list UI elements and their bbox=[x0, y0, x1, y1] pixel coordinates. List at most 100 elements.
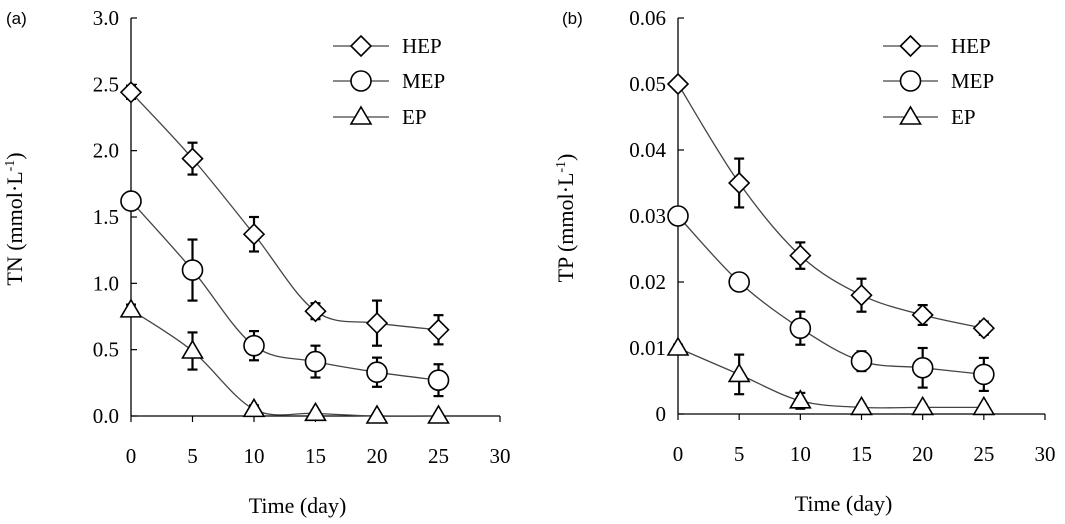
y-tick-label: 1.5 bbox=[93, 205, 119, 229]
x-tick-label: 5 bbox=[187, 444, 198, 468]
data-point-ep bbox=[972, 395, 996, 416]
panel-letter: (b) bbox=[562, 9, 583, 28]
data-point-ep bbox=[119, 298, 143, 318]
y-tick-label: 3.0 bbox=[93, 6, 119, 30]
legend-marker-ep bbox=[899, 105, 922, 125]
legend-marker-mep bbox=[899, 70, 922, 92]
y-tick-label: 2.0 bbox=[93, 139, 119, 163]
data-point-ep bbox=[304, 401, 327, 422]
x-axis-label: Time (day) bbox=[795, 491, 893, 516]
series-line-hep bbox=[677, 83, 984, 329]
panel-a: (a) 0.0 0.5 1.0 1.5 2.0 2.5 3.0 0 5 10 15 20 25 30 Time… bbox=[2, 6, 511, 518]
legend-entry-mep: MEP bbox=[333, 69, 445, 93]
y-tick-label: 0.5 bbox=[93, 338, 119, 362]
series-mep bbox=[120, 190, 450, 398]
panel-b: (b) 0 0.01 0.02 0.03 0.04 0.05 0.06 0 5 10 15 20 25 30… bbox=[553, 6, 1056, 516]
x-tick-label: 0 bbox=[673, 442, 684, 466]
data-point-hep bbox=[972, 317, 995, 340]
legend-marker-mep bbox=[350, 70, 372, 92]
legend-label: HEP bbox=[402, 34, 442, 58]
x-tick-label: 20 bbox=[912, 442, 933, 466]
data-point-ep bbox=[365, 404, 389, 424]
data-point-hep bbox=[119, 81, 143, 104]
data-point-hep bbox=[242, 223, 266, 246]
data-point-mep bbox=[120, 190, 142, 212]
series-ep bbox=[119, 298, 450, 424]
x-tick-label: 5 bbox=[734, 442, 745, 466]
legend-marker-hep bbox=[899, 34, 922, 58]
data-point-mep bbox=[850, 350, 873, 373]
data-point-mep bbox=[304, 350, 327, 373]
data-point-hep bbox=[789, 244, 812, 267]
data-point-ep bbox=[788, 389, 812, 409]
legend-entry-hep: HEP bbox=[333, 34, 442, 58]
data-point-mep bbox=[911, 356, 934, 379]
data-point-ep bbox=[427, 404, 450, 424]
x-tick-label: 25 bbox=[973, 442, 994, 466]
legend-entry-hep: HEP bbox=[883, 34, 991, 58]
data-point-mep bbox=[427, 369, 450, 391]
series-line-ep bbox=[130, 309, 439, 417]
x-tick-label: 10 bbox=[244, 444, 265, 468]
y-tick-label: 0.06 bbox=[629, 6, 666, 30]
legend-entry-mep: MEP bbox=[883, 69, 994, 93]
x-tick-label: 30 bbox=[490, 444, 511, 468]
y-tick-label: 0.02 bbox=[629, 270, 666, 294]
legend-label: EP bbox=[951, 105, 976, 129]
data-point-mep bbox=[181, 259, 204, 281]
data-point-hep bbox=[666, 72, 690, 96]
x-tick-label: 15 bbox=[851, 442, 872, 466]
y-tick-label: 0 bbox=[656, 402, 667, 426]
x-axis-label: Time (day) bbox=[249, 493, 347, 518]
legend-marker-hep bbox=[349, 34, 373, 58]
x-tick-label: 30 bbox=[1035, 442, 1056, 466]
data-point-hep bbox=[911, 303, 934, 327]
x-tick-label: 0 bbox=[126, 444, 137, 468]
series-mep bbox=[667, 205, 995, 392]
y-tick-label: 0.05 bbox=[629, 72, 666, 96]
legend-label: MEP bbox=[402, 69, 445, 93]
legend-entry-ep: EP bbox=[333, 105, 427, 129]
data-point-mep bbox=[243, 334, 265, 357]
data-point-mep bbox=[667, 205, 689, 227]
data-point-hep bbox=[728, 171, 751, 195]
data-point-mep bbox=[366, 361, 388, 384]
y-tick-label: 0.04 bbox=[629, 138, 666, 162]
series-hep bbox=[666, 72, 995, 340]
data-point-hep bbox=[181, 147, 204, 170]
data-point-mep bbox=[973, 363, 995, 386]
data-point-ep bbox=[727, 362, 751, 383]
y-tick-label: 0.01 bbox=[629, 336, 666, 360]
x-tick-label: 15 bbox=[305, 444, 326, 468]
series-hep bbox=[119, 81, 450, 347]
data-point-ep bbox=[666, 336, 690, 356]
series-line-mep bbox=[677, 215, 984, 376]
series-line-hep bbox=[130, 91, 439, 331]
data-point-ep bbox=[911, 395, 935, 416]
y-axis-label: TN (mmol·L-1) bbox=[2, 152, 27, 285]
data-point-ep bbox=[242, 397, 266, 418]
x-tick-label: 20 bbox=[367, 444, 388, 468]
series-line-mep bbox=[130, 200, 439, 381]
legend-label: HEP bbox=[951, 34, 991, 58]
legend-marker-ep bbox=[349, 105, 373, 125]
data-point-ep bbox=[181, 339, 204, 359]
y-tick-label: 0.03 bbox=[629, 204, 666, 228]
y-tick-label: 2.5 bbox=[93, 72, 119, 96]
y-axis-label: TP (mmol·L-1) bbox=[553, 154, 578, 283]
data-point-hep bbox=[427, 318, 450, 341]
x-tick-label: 10 bbox=[790, 442, 811, 466]
legend-label: MEP bbox=[951, 69, 994, 93]
x-tick-label: 25 bbox=[428, 444, 449, 468]
panel-letter: (a) bbox=[6, 9, 27, 28]
data-point-mep bbox=[789, 317, 812, 340]
series-ep bbox=[666, 336, 996, 416]
y-tick-label: 1.0 bbox=[93, 271, 119, 295]
data-point-hep bbox=[365, 312, 389, 335]
y-tick-label: 0.0 bbox=[93, 404, 119, 428]
series-line-ep bbox=[677, 347, 984, 409]
data-point-hep bbox=[850, 284, 873, 307]
legend-label: EP bbox=[402, 105, 427, 129]
legend-entry-ep: EP bbox=[883, 105, 976, 129]
